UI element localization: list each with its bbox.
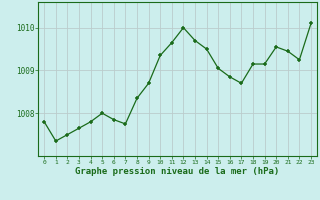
X-axis label: Graphe pression niveau de la mer (hPa): Graphe pression niveau de la mer (hPa)	[76, 167, 280, 176]
